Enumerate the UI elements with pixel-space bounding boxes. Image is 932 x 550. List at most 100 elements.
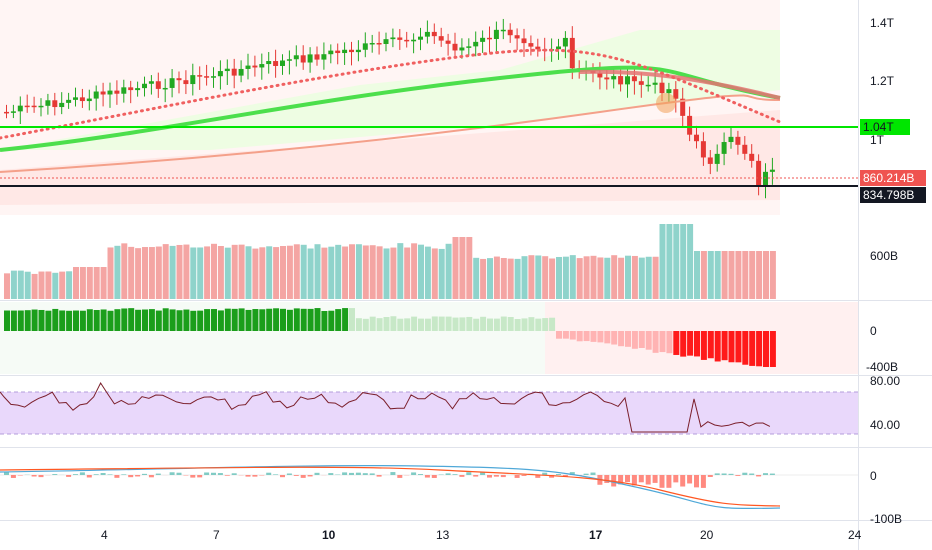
flow-bar [556, 331, 562, 339]
flow-bar [273, 308, 280, 331]
flow-bar [59, 310, 66, 331]
candle-body [100, 91, 106, 95]
candle-body [52, 100, 58, 108]
candle-body [59, 102, 65, 108]
flow-bar [714, 331, 721, 362]
volume-bar [618, 257, 625, 299]
flow-bar [431, 316, 438, 331]
flow-bar [307, 308, 314, 331]
last-price-tag[interactable]: 860.214B [860, 170, 926, 186]
volume-bar [121, 243, 128, 299]
volume-bar [169, 245, 176, 299]
volume-bar [562, 256, 569, 299]
macd-histogram-bar [549, 475, 555, 478]
rsi-band [0, 392, 858, 434]
flow-bar [300, 308, 307, 331]
flow-bar [293, 308, 300, 331]
macd-histogram-bar [86, 475, 92, 478]
volume-bar [404, 247, 411, 299]
macd-histogram-bar [114, 475, 120, 478]
volume-bar [142, 247, 148, 299]
candle-body [204, 76, 210, 78]
flow-bar [424, 318, 431, 331]
level-line-tag[interactable]: 1.04T [860, 119, 910, 135]
candle-body [245, 65, 251, 69]
candle-body [17, 105, 23, 112]
flow-bar [4, 310, 10, 331]
macd-histogram-bar [500, 475, 506, 478]
candle-body [93, 91, 99, 99]
macd-histogram-bar [452, 474, 458, 475]
flow-bar [590, 331, 597, 342]
candle-body [148, 81, 154, 84]
candle-body [211, 76, 216, 78]
volume-bar [521, 256, 528, 299]
volume-bar [659, 224, 666, 299]
macd-histogram-bar [514, 475, 520, 478]
flow-bar [376, 318, 383, 331]
candle-body [749, 153, 755, 161]
volume-bar [542, 256, 549, 299]
flow-bar [183, 309, 190, 331]
volume-bar [73, 267, 79, 299]
volume-bar [507, 258, 514, 299]
macd-histogram-bar [618, 475, 624, 485]
macd-histogram-bar [190, 475, 196, 478]
candle-body [507, 29, 513, 36]
volume-bar [431, 248, 438, 299]
candle-body [86, 98, 92, 102]
volume-bar [204, 246, 211, 299]
volume-bar [300, 244, 307, 299]
flow-bar [521, 318, 528, 331]
flow-bar [24, 310, 31, 331]
volume-bar [611, 255, 618, 299]
pane-separator [0, 520, 932, 521]
candle-body [569, 37, 575, 69]
support-line-tag[interactable]: 834.798B [860, 187, 926, 203]
volume-bar [763, 251, 769, 299]
volume-bar [383, 248, 390, 299]
macd-histogram-bar [728, 473, 734, 475]
volume-bar [38, 271, 45, 299]
macd-histogram-bar [286, 473, 292, 475]
flow-bar [31, 309, 38, 331]
candle-body [176, 78, 182, 81]
volume-bar [252, 248, 259, 299]
ma-orange-line [0, 94, 781, 173]
macd-histogram-bar [742, 472, 748, 475]
candle-body [266, 61, 272, 65]
macd-histogram-bar [280, 475, 285, 478]
flow-bar [769, 331, 776, 367]
candle-body [500, 29, 506, 32]
volume-bar [355, 244, 362, 299]
candle-body [556, 46, 561, 50]
volume-bar [369, 245, 376, 299]
flow-bar [321, 310, 328, 331]
flow-bar [107, 310, 114, 331]
signal-line [0, 466, 781, 507]
flow-bar [756, 331, 763, 367]
volume-bar [411, 243, 418, 299]
macd-histogram-bar [10, 475, 16, 478]
candle-body [300, 55, 306, 63]
volume-bar [342, 246, 349, 299]
volume-bar [135, 248, 142, 299]
candle-body [728, 136, 734, 143]
macd-histogram-bar [148, 475, 154, 478]
flow-bar [583, 331, 590, 342]
candle-body [259, 64, 265, 68]
volume-bar [100, 267, 107, 299]
flow-bar [569, 331, 576, 340]
candle-body [666, 89, 672, 94]
candle-body [224, 68, 230, 72]
macd-histogram-bar [459, 475, 465, 477]
volume-bar [687, 224, 694, 299]
candle-body [369, 42, 375, 45]
flow-bar [280, 308, 286, 331]
flow-bar [611, 331, 618, 345]
volume-bar [59, 271, 66, 299]
macd-histogram-bar [611, 475, 617, 487]
volume-bar [756, 251, 763, 299]
